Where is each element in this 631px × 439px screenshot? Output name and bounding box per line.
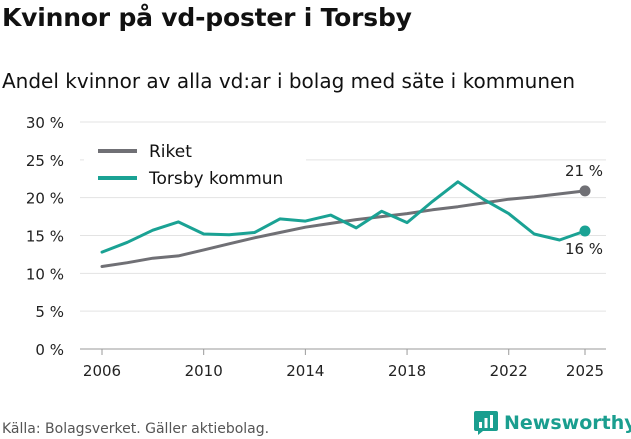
bar-chart-bubble-icon [474,411,498,435]
y-tick-label: 20 % [26,190,64,208]
end-value-label-torsby: 16 % [565,240,603,258]
end-value-label-riket: 21 % [565,162,603,180]
newsworthy-logo: Newsworthy [474,408,631,438]
brand-name: Newsworthy [504,412,631,434]
y-tick-label: 15 % [26,228,64,246]
y-tick-label: 10 % [26,265,64,283]
chart-subtitle: Andel kvinnor av alla vd:ar i bolag med … [2,69,575,93]
y-tick-label: 0 % [35,341,64,359]
y-tick-label: 25 % [26,152,64,170]
series-line-riket [100,189,587,268]
series-end-point [579,225,591,237]
x-tick-label: 2022 [490,362,528,380]
y-tick-label: 30 % [26,114,64,132]
series-end-point [579,185,591,197]
x-tick-label: 2025 [566,362,604,380]
source-note: Källa: Bolagsverket. Gäller aktiebolag. [2,421,270,437]
x-tick-label: 2018 [388,362,426,380]
legend-label: Riket [149,142,192,162]
series-line-torsby [100,180,587,254]
x-tick-label: 2006 [83,362,121,380]
legend-background [84,130,306,192]
legend-label: Torsby kommun [148,169,283,189]
y-tick-label: 5 % [35,303,64,321]
x-tick-label: 2010 [185,362,223,380]
chart-title: Kvinnor på vd-poster i Torsby [2,3,412,32]
x-tick-label: 2014 [286,362,324,380]
